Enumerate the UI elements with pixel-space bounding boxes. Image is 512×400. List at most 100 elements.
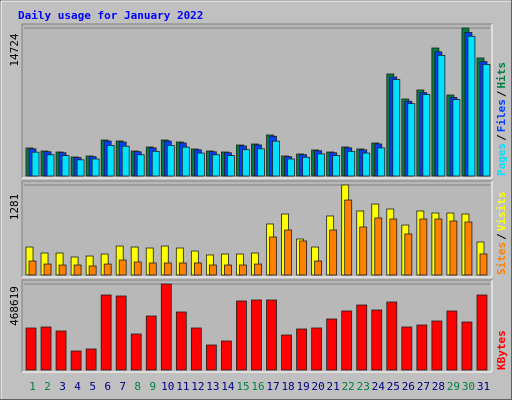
- bar: [88, 265, 97, 276]
- bar: [302, 156, 310, 177]
- legend-entry: Visits: [495, 192, 508, 232]
- bar: [133, 261, 142, 276]
- bar: [242, 149, 250, 177]
- bar: [317, 153, 326, 177]
- bar: [419, 218, 428, 276]
- x-tick-label: 1: [29, 380, 36, 393]
- bar: [356, 304, 368, 371]
- bar: [287, 158, 295, 177]
- bar: [148, 262, 157, 276]
- bar: [377, 147, 386, 177]
- legend: Pages/Files/Hits: [495, 62, 508, 176]
- legend-separator: /: [495, 134, 508, 141]
- bar: [467, 35, 476, 177]
- bar: [446, 310, 458, 371]
- x-tick-label: 3: [59, 380, 66, 393]
- bar: [151, 150, 160, 177]
- bar: [476, 294, 488, 371]
- bar: [344, 199, 353, 276]
- bar: [434, 218, 443, 276]
- x-tick-label: 16: [251, 380, 264, 393]
- x-tick-label: 25: [387, 380, 400, 393]
- bar: [389, 218, 398, 276]
- legend: KBytes: [495, 330, 508, 370]
- bar: [371, 309, 383, 371]
- bar: [311, 327, 323, 371]
- y-tick-label: 468619: [8, 286, 21, 326]
- chart-title: Daily usage for January 2022: [18, 9, 203, 22]
- bar: [73, 264, 82, 276]
- bar: [269, 236, 277, 276]
- bar: [115, 295, 127, 371]
- legend: Sites /Visits: [495, 192, 508, 276]
- bar: [326, 318, 338, 371]
- bar: [359, 226, 368, 276]
- x-tick-label: 28: [432, 380, 445, 393]
- bar: [479, 253, 488, 276]
- bar: [208, 264, 217, 276]
- x-tick-label: 10: [161, 380, 174, 393]
- bar: [272, 140, 280, 177]
- bar: [190, 327, 202, 371]
- bar: [422, 94, 431, 177]
- bar: [362, 152, 371, 177]
- bar: [329, 229, 338, 276]
- bar: [314, 260, 323, 276]
- bar: [227, 155, 235, 177]
- bar: [254, 263, 262, 276]
- bar: [482, 64, 491, 177]
- x-tick-label: 6: [104, 380, 111, 393]
- legend-entry: Files: [495, 99, 508, 132]
- y-tick-label: 14724: [8, 33, 21, 66]
- bar: [160, 283, 172, 371]
- bar: [332, 155, 341, 177]
- x-tick-label: 12: [191, 380, 204, 393]
- bar: [145, 315, 157, 371]
- bar: [196, 152, 205, 177]
- x-tick-label: 22: [342, 380, 355, 393]
- bar: [299, 240, 307, 276]
- bar: [449, 220, 458, 276]
- legend-entry: Hits: [495, 62, 508, 89]
- bar: [257, 148, 265, 177]
- bar: [46, 154, 55, 177]
- bar: [130, 333, 142, 371]
- x-tick-label: 17: [266, 380, 279, 393]
- x-tick-label: 15: [236, 380, 249, 393]
- bar: [55, 330, 67, 371]
- bar: [251, 299, 262, 371]
- x-tick-label: 24: [372, 380, 386, 393]
- bar: [266, 299, 277, 371]
- bar: [437, 54, 446, 177]
- bar: [103, 263, 112, 276]
- x-tick-label: 14: [221, 380, 235, 393]
- bar: [58, 264, 67, 276]
- x-tick-label: 7: [119, 380, 126, 393]
- x-tick-label: 18: [281, 380, 294, 393]
- bar: [374, 217, 383, 276]
- bar: [431, 320, 443, 371]
- bar: [416, 324, 428, 371]
- bar: [121, 145, 130, 177]
- legend-entry: Sites: [495, 242, 508, 275]
- bar: [347, 150, 356, 177]
- bar: [386, 301, 398, 371]
- bar: [175, 311, 187, 371]
- bar: [281, 334, 292, 371]
- x-tick-label: 23: [357, 380, 370, 393]
- bar: [404, 233, 413, 276]
- bar: [224, 264, 232, 276]
- bar: [452, 99, 461, 177]
- legend-separator: /: [495, 90, 508, 97]
- y-tick-label: 1281: [8, 194, 21, 221]
- bar: [166, 145, 175, 177]
- bar: [106, 145, 115, 177]
- bar: [163, 262, 172, 276]
- bar: [296, 328, 307, 371]
- bar: [236, 300, 247, 371]
- bar: [284, 229, 292, 276]
- x-tick-label: 31: [477, 380, 490, 393]
- x-tick-label: 27: [417, 380, 430, 393]
- x-tick-label: 2: [44, 380, 51, 393]
- bar: [100, 294, 112, 371]
